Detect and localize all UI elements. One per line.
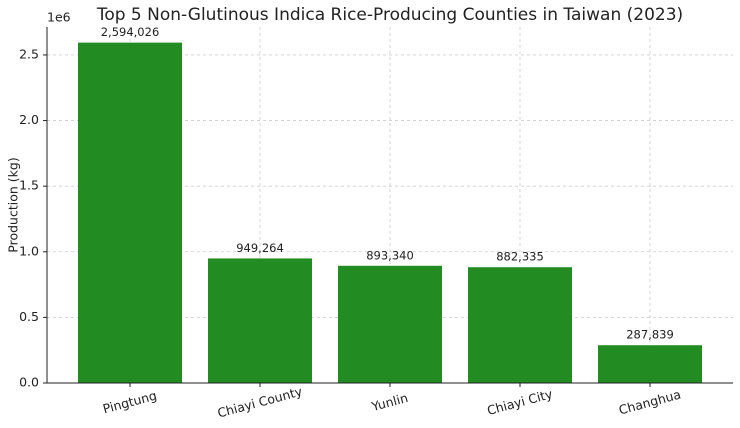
y-tick-label: 0.0	[19, 375, 39, 390]
x-tick-label: Chiayi County	[216, 383, 305, 420]
y-tick-label: 1.0	[19, 243, 39, 258]
value-label: 2,594,026	[101, 25, 160, 39]
bar	[208, 258, 312, 383]
y-tick-label: 2.0	[19, 112, 39, 127]
y-axis-label: Production (kg)	[6, 157, 21, 252]
x-tick-label: Yunlin	[369, 390, 410, 414]
y-tick-label: 0.5	[19, 309, 39, 324]
x-tick-label: Chiayi City	[485, 386, 554, 418]
y-tick-label: 1.5	[19, 178, 39, 193]
x-tick-label: Changhua	[617, 387, 682, 418]
value-label: 949,264	[236, 241, 284, 255]
chart-title: Top 5 Non-Glutinous Indica Rice-Producin…	[96, 5, 683, 25]
bar	[78, 42, 182, 383]
value-label: 893,340	[366, 248, 414, 262]
y-offset-label: 1e6	[47, 10, 71, 25]
x-tick-label: Pingtung	[101, 388, 158, 417]
bar	[338, 265, 442, 383]
value-label: 287,839	[626, 328, 674, 342]
bar	[598, 345, 702, 383]
value-label: 882,335	[496, 250, 544, 264]
y-tick-label: 2.5	[19, 46, 39, 61]
bar	[468, 267, 572, 383]
